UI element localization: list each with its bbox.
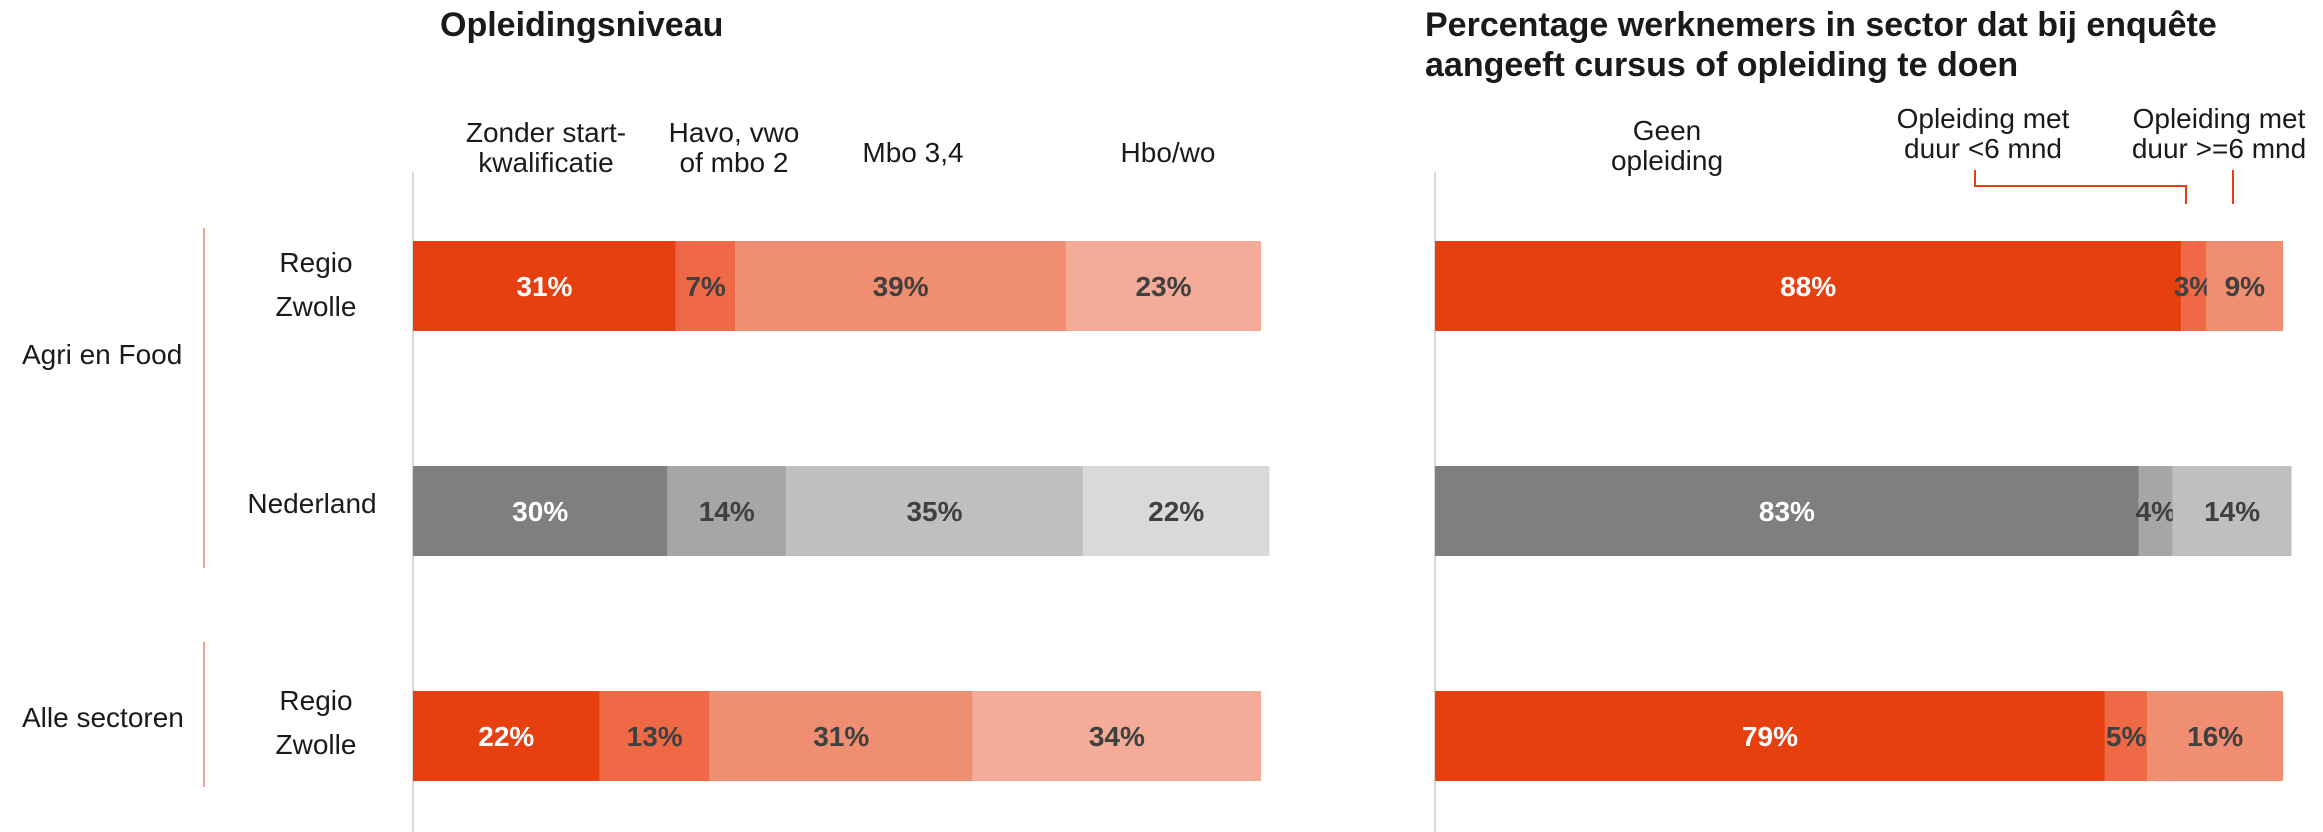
bar-segment (413, 466, 668, 556)
series-header: Opleiding met duur >=6 mnd (2132, 103, 2306, 164)
data-label: 14% (699, 496, 755, 527)
bar-segment (667, 466, 787, 556)
chart-title: Opleidingsniveau (440, 6, 723, 44)
bar-segment (2104, 691, 2148, 781)
data-label: 83% (1759, 496, 1815, 527)
data-label: 14% (2204, 496, 2260, 527)
series-header: Mbo 3,4 (862, 137, 963, 168)
data-label: 22% (1148, 496, 1204, 527)
bar-segment (2181, 241, 2207, 331)
series-header: Geen opleiding (1611, 115, 1723, 176)
data-label: 22% (478, 721, 534, 752)
group-label: Alle sectoren (22, 702, 184, 733)
data-label: 4% (2136, 496, 2177, 527)
row-label: Regio Zwolle (276, 247, 357, 322)
data-label: 30% (512, 496, 568, 527)
series-header: Zonder start-kwalificatie (466, 117, 626, 178)
bar-segment (786, 466, 1083, 556)
bar-segment (735, 241, 1066, 331)
bar-segment (1435, 241, 2182, 331)
leader-line (1974, 170, 2187, 204)
bar-segment (709, 691, 973, 781)
data-label: 7% (685, 271, 726, 302)
bar-segment (2206, 241, 2283, 331)
data-label: 39% (873, 271, 929, 302)
data-label: 79% (1742, 721, 1798, 752)
data-label: 35% (906, 496, 962, 527)
data-label: 13% (627, 721, 683, 752)
bar-segment (1435, 691, 2105, 781)
bar-segment (1435, 466, 2139, 556)
series-header: Opleiding met duur <6 mnd (1897, 103, 2070, 164)
data-label: 34% (1089, 721, 1145, 752)
data-label: 23% (1135, 271, 1191, 302)
bar-segment (972, 691, 1261, 781)
data-label: 16% (2187, 721, 2243, 752)
bar-segment (2147, 691, 2283, 781)
series-header: Hbo/wo (1121, 137, 1216, 168)
bar-segment (675, 241, 736, 331)
bar-segment (2172, 466, 2292, 556)
bar-segment (1065, 241, 1261, 331)
data-label: 31% (516, 271, 572, 302)
bar-segment (1082, 466, 1270, 556)
data-label: 88% (1780, 271, 1836, 302)
data-label: 5% (2106, 721, 2147, 752)
row-label: Regio Zwolle (276, 685, 357, 760)
bar-segment (599, 691, 710, 781)
data-label: 9% (2225, 271, 2266, 302)
data-label: 31% (813, 721, 869, 752)
chart-title: Percentage werknemers in sector dat bij … (1425, 6, 2217, 84)
bar-segment (413, 241, 676, 331)
bar-segment (413, 691, 600, 781)
series-header: Havo, vwo of mbo 2 (669, 117, 800, 178)
group-label: Agri en Food (22, 339, 182, 370)
bar-segment (2138, 466, 2173, 556)
row-label: Nederland (247, 488, 376, 519)
